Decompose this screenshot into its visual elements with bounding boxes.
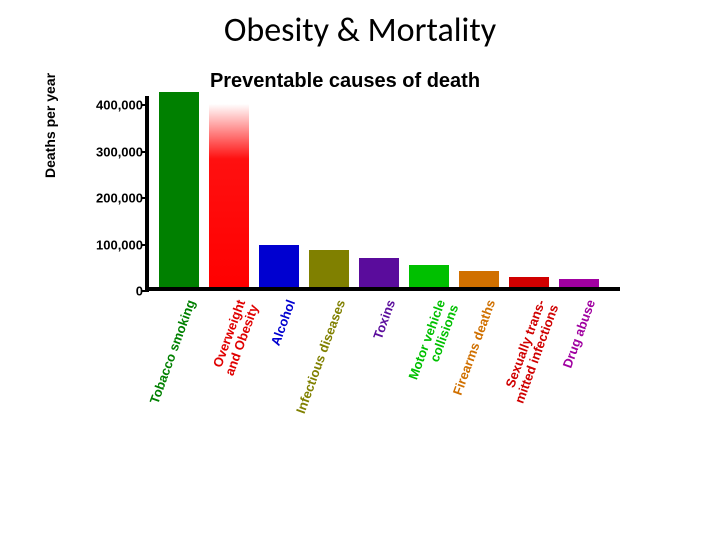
y-tick-label: 400,000 — [91, 98, 143, 113]
chart-area: Preventable causes of death Deaths per y… — [60, 68, 630, 488]
slide-title: Obesity & Mortality — [0, 10, 720, 51]
x-tick-label: Infectious diseases — [294, 298, 348, 415]
x-tick-label: Tobacco smoking — [144, 298, 198, 415]
plot-region: 0100,000200,000300,000400,000 — [145, 96, 620, 291]
bar — [409, 265, 449, 287]
y-tick-mark — [141, 104, 149, 106]
bar — [159, 92, 199, 287]
bar — [509, 277, 549, 287]
y-axis-label: Deaths per year — [42, 73, 58, 178]
x-tick-label: Toxins — [344, 298, 398, 415]
y-tick-mark — [141, 197, 149, 199]
bar — [259, 245, 299, 287]
y-tick-mark — [141, 244, 149, 246]
chart-title: Preventable causes of death — [60, 70, 630, 93]
bar — [309, 250, 349, 287]
y-tick-label: 100,000 — [91, 237, 143, 252]
bar — [359, 258, 399, 287]
y-tick-mark — [141, 151, 149, 153]
y-tick-label: 0 — [91, 284, 143, 299]
bar — [559, 279, 599, 287]
bar — [209, 104, 249, 287]
bar — [459, 271, 499, 287]
y-tick-label: 200,000 — [91, 191, 143, 206]
y-tick-mark — [141, 290, 149, 292]
y-tick-label: 300,000 — [91, 144, 143, 159]
